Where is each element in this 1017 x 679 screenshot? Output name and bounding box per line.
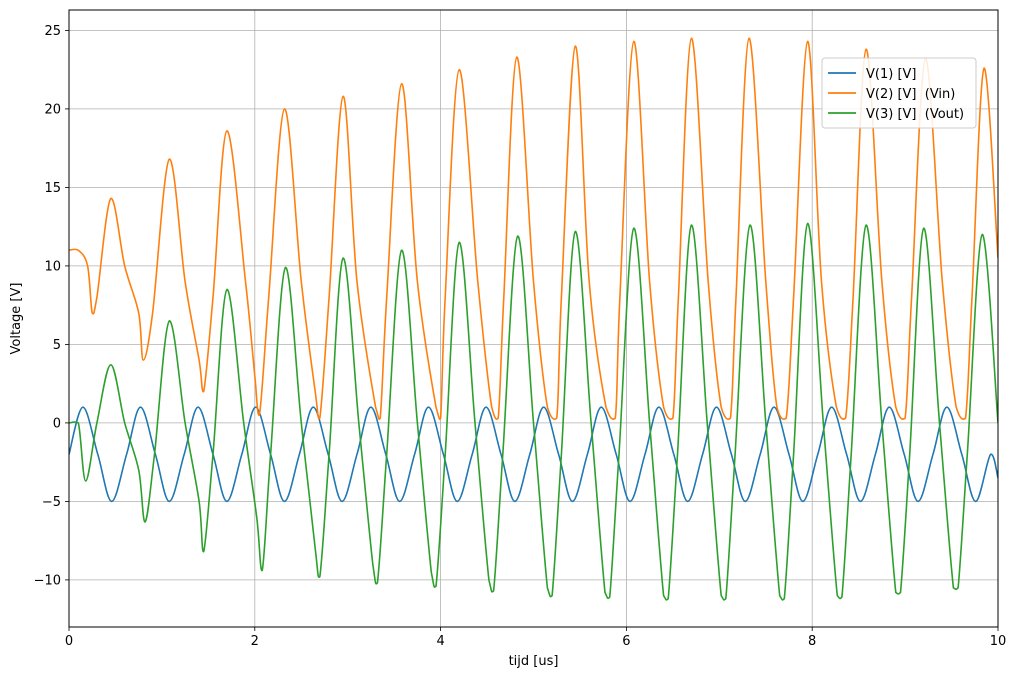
- y-tick-label: 25: [44, 24, 61, 39]
- y-tick-label: 10: [44, 259, 61, 274]
- y-tick-label: 20: [44, 102, 61, 117]
- y-tick-label: −5: [42, 495, 61, 510]
- series-lines: [69, 37, 998, 601]
- axis-ticks: 0 2 4 6 8 10 −10 −5 0 5 10 15 20 25: [34, 24, 1007, 649]
- series-line-3: [69, 222, 998, 601]
- y-tick-label: 0: [53, 416, 61, 431]
- legend: V(1) [V] V(2) [V] (Vin) V(3) [V] (Vout): [821, 57, 977, 129]
- x-tick-label: 8: [808, 634, 816, 649]
- y-tick-label: −10: [34, 573, 61, 588]
- grid-lines: [68, 10, 999, 627]
- y-tick-label: 15: [44, 181, 61, 196]
- legend-box: [821, 57, 977, 129]
- x-tick-label: 10: [990, 634, 1007, 649]
- x-tick-label: 2: [251, 634, 259, 649]
- series-line-2: [69, 37, 998, 420]
- plot-frame: [68, 9, 999, 628]
- x-tick-label: 6: [622, 634, 630, 649]
- x-axis-label: tijd [us]: [509, 654, 559, 669]
- legend-label: V(3) [V] (Vout): [866, 107, 964, 122]
- series-line-1: [69, 406, 998, 503]
- y-tick-label: 5: [53, 338, 61, 353]
- legend-label: V(2) [V] (Vin): [866, 87, 955, 102]
- legend-label: V(1) [V]: [866, 67, 916, 82]
- y-axis-label: Voltage [V]: [9, 283, 24, 355]
- x-tick-label: 4: [436, 634, 444, 649]
- x-tick-label: 0: [65, 634, 73, 649]
